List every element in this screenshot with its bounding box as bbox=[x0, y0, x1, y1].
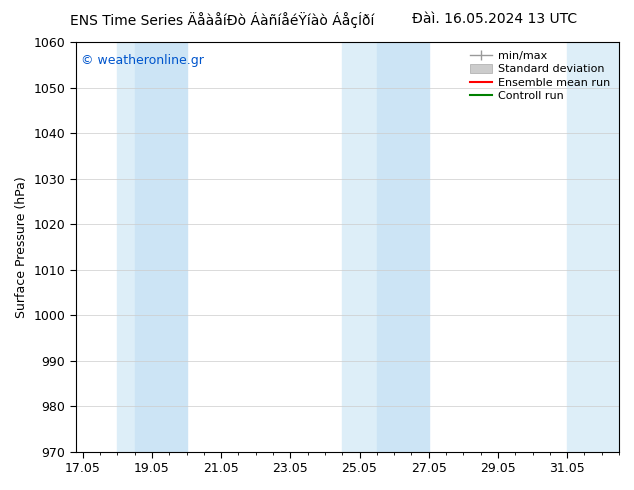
Bar bbox=[567, 42, 619, 452]
Text: ENS Time Series ÄåàåíÐò ÁàñíåéŸíàò ÁåçÍðí: ENS Time Series ÄåàåíÐò ÁàñíåéŸíàò ÁåçÍð… bbox=[70, 12, 374, 28]
Bar bbox=[134, 42, 186, 452]
Bar bbox=[117, 42, 134, 452]
Y-axis label: Surface Pressure (hPa): Surface Pressure (hPa) bbox=[15, 176, 28, 318]
Text: © weatheronline.gr: © weatheronline.gr bbox=[81, 54, 204, 67]
Legend: min/max, Standard deviation, Ensemble mean run, Controll run: min/max, Standard deviation, Ensemble me… bbox=[467, 48, 614, 105]
Bar bbox=[377, 42, 429, 452]
Text: Đàì. 16.05.2024 13 UTC: Đàì. 16.05.2024 13 UTC bbox=[412, 12, 577, 26]
Bar bbox=[342, 42, 377, 452]
